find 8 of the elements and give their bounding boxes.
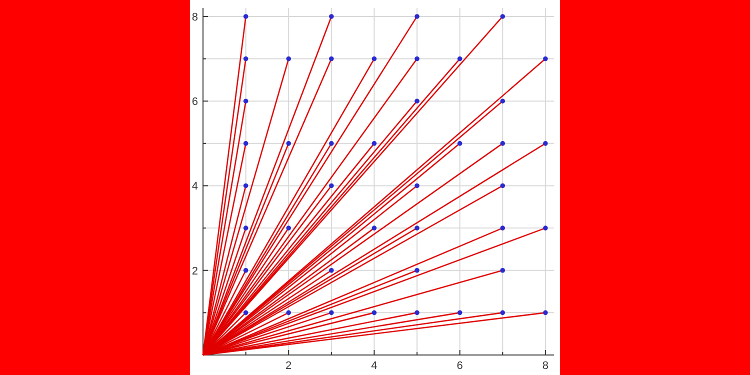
x-tick-label: 2 [286,360,292,372]
y-tick-label: 2 [192,265,198,278]
y-tick-label: 8 [192,11,198,24]
y-tick-label: 6 [192,96,198,108]
x-tick-label: 8 [542,360,548,372]
x-tick-label: 4 [371,360,378,372]
y-tick-label: 4 [192,180,198,193]
x-tick-label: 6 [456,360,463,372]
